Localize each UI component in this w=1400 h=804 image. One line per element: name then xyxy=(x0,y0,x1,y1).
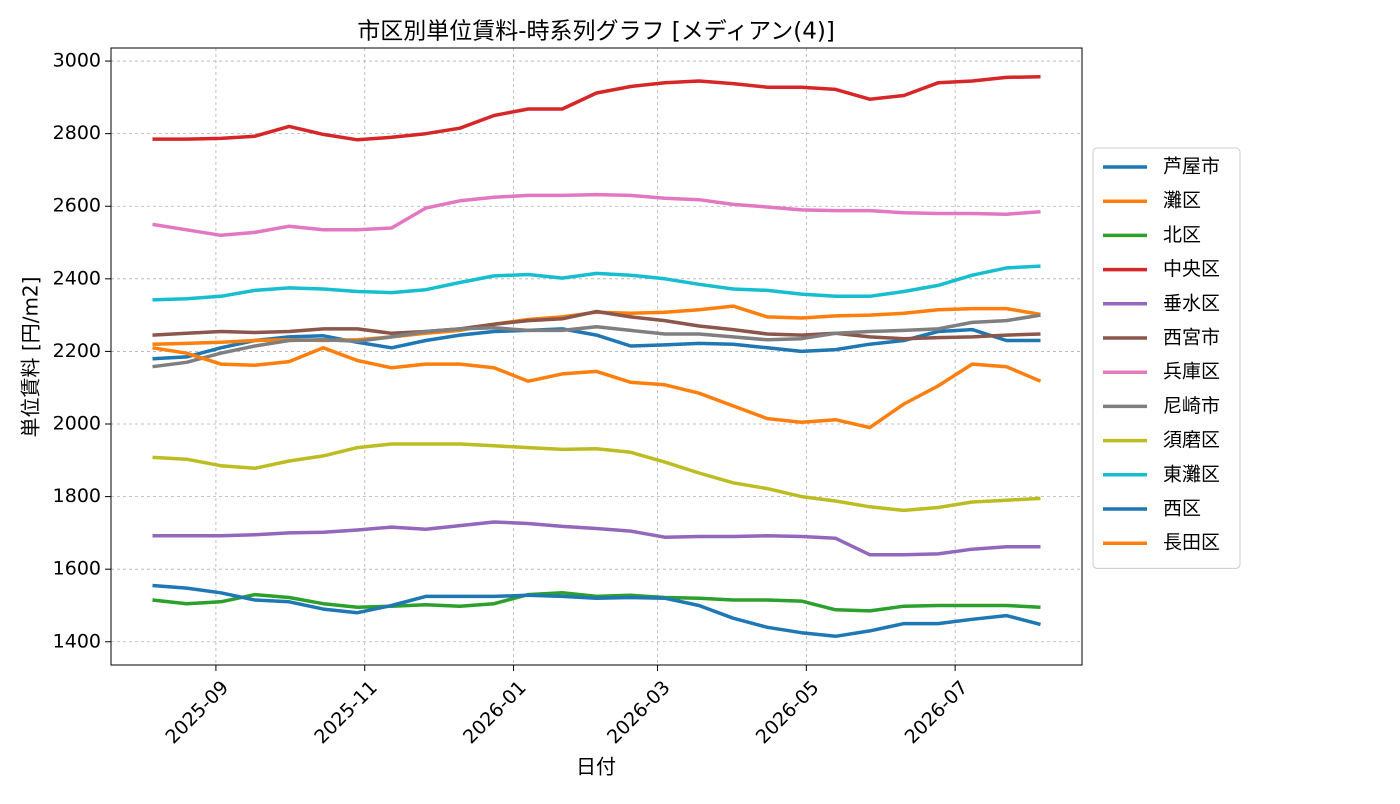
x-tick-label: 2026-05 xyxy=(752,677,824,749)
series-line xyxy=(152,313,1041,369)
series-line xyxy=(152,327,1041,361)
x-tick-label: 2025-11 xyxy=(310,677,382,749)
plot-frame xyxy=(110,47,1083,666)
series-line xyxy=(152,309,1041,341)
x-tick-label: 2025-09 xyxy=(161,677,233,749)
legend-label: 須磨区 xyxy=(1163,429,1220,451)
y-tick-label: 1400 xyxy=(53,630,101,652)
series-line xyxy=(152,74,1041,142)
legend-frame xyxy=(1092,147,1241,569)
legend-label: 尼崎市 xyxy=(1163,395,1220,417)
chart-title: 市区別単位賃料-時系列グラフ [メディアン(4)] xyxy=(357,19,835,45)
legend-label: 西宮市 xyxy=(1163,327,1220,349)
series-line xyxy=(152,591,1041,613)
x-tick-label: 2026-07 xyxy=(901,677,973,749)
y-tick-label: 2000 xyxy=(53,413,101,435)
series-line xyxy=(152,442,1041,513)
legend-label: 長田区 xyxy=(1163,532,1220,554)
y-tick-label: 2400 xyxy=(53,267,101,289)
legend-label: 北区 xyxy=(1163,224,1201,246)
x-tick-label: 2026-01 xyxy=(459,677,531,749)
series-line xyxy=(152,520,1041,557)
y-tick-label: 2600 xyxy=(53,195,101,217)
x-axis-label: 日付 xyxy=(576,755,616,779)
legend-label: 西区 xyxy=(1163,498,1201,520)
series-line xyxy=(152,583,1041,639)
y-axis-label: 単位賃料 [円/m2] xyxy=(19,277,43,438)
legend-label: 灘区 xyxy=(1163,190,1201,212)
y-tick-label: 1800 xyxy=(53,485,101,507)
series-line xyxy=(152,264,1041,302)
legend-label: 兵庫区 xyxy=(1163,361,1220,383)
series-line xyxy=(152,346,1042,430)
series-line xyxy=(152,192,1041,238)
y-tick-label: 2800 xyxy=(53,122,101,144)
legend-label: 中央区 xyxy=(1163,258,1220,280)
x-tick-label: 2026-03 xyxy=(603,677,675,749)
y-tick-label: 2200 xyxy=(53,340,101,362)
legend-label: 東灘区 xyxy=(1163,463,1220,485)
y-tick-label: 1600 xyxy=(53,558,101,580)
y-tick-label: 3000 xyxy=(53,50,101,72)
legend-label: 芦屋市 xyxy=(1163,156,1220,178)
legend-label: 垂水区 xyxy=(1163,292,1220,314)
